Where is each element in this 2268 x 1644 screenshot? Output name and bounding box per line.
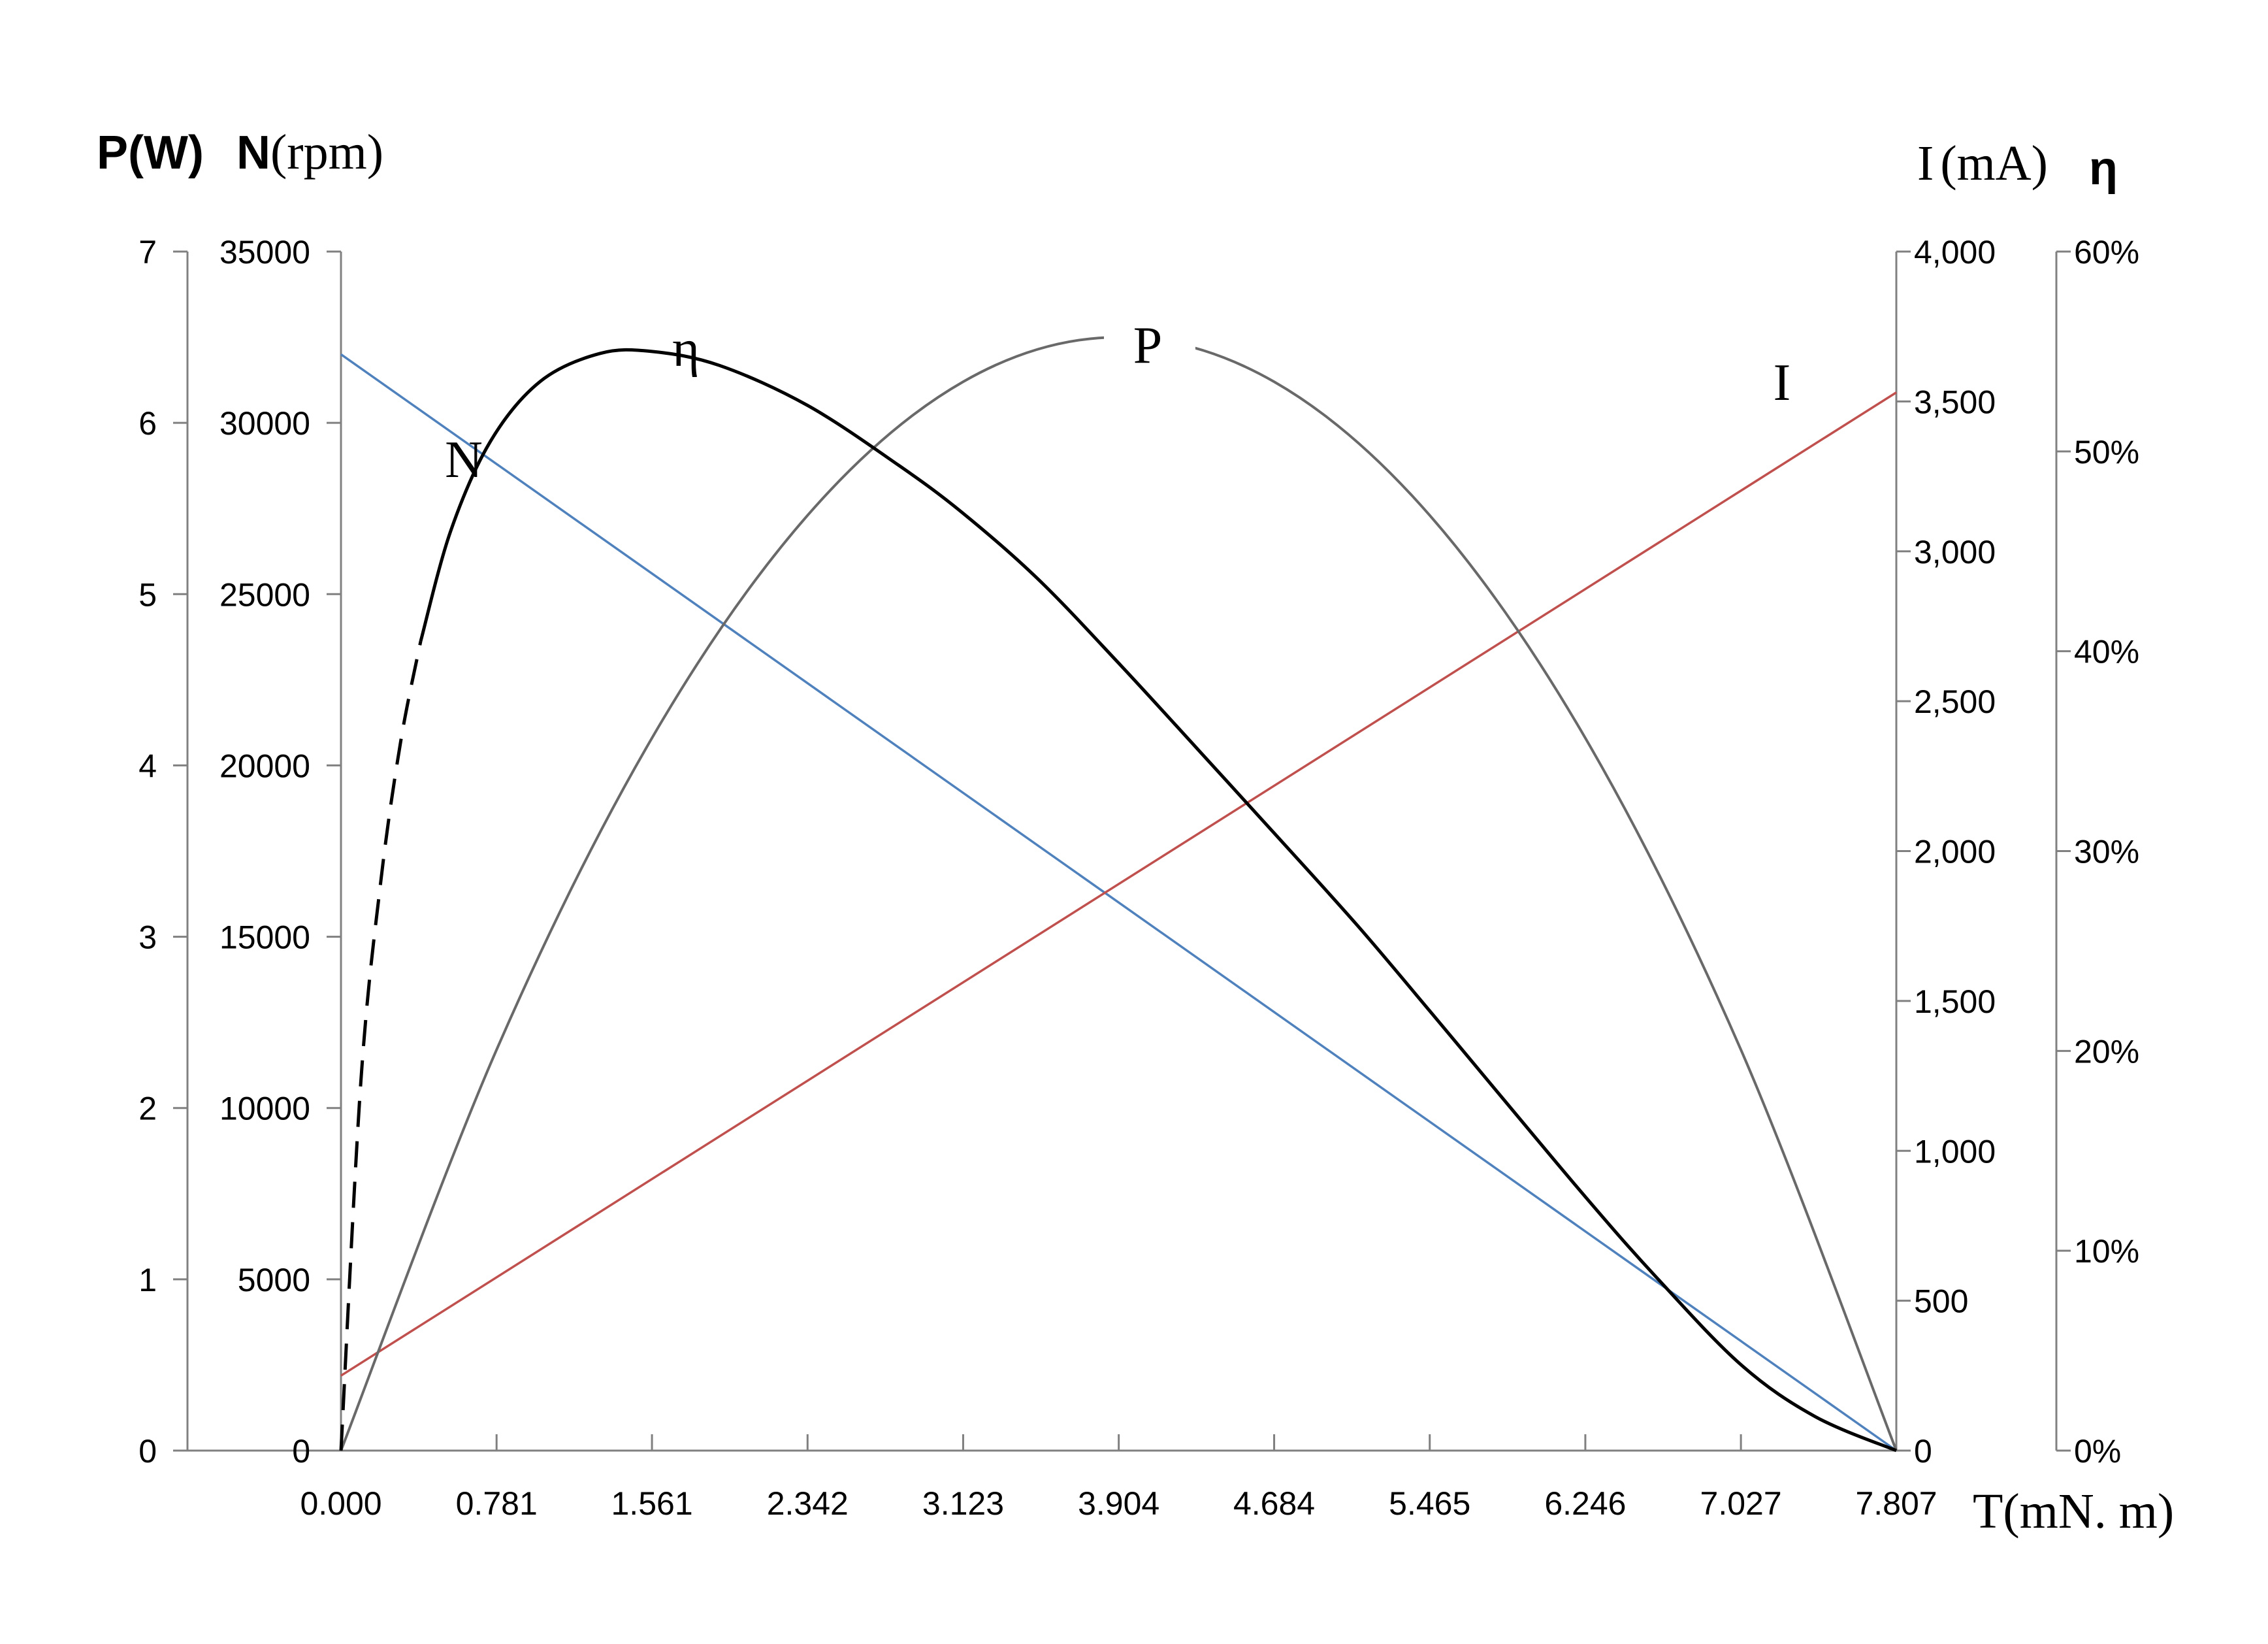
series-eta xyxy=(419,348,1897,1453)
p-axis-tick-label: 0 xyxy=(138,1433,157,1470)
n-axis-tick-label: 0 xyxy=(292,1433,310,1470)
n-axis-tick-label: 10000 xyxy=(219,1091,310,1127)
i-axis-tick-label: 2,500 xyxy=(1914,683,1996,720)
p-axis-tick-label: 1 xyxy=(138,1262,157,1298)
ticks-layer: 0123456705000100001500020000250003000035… xyxy=(138,234,2139,1522)
eta-axis-tick-label: 10% xyxy=(2074,1233,2139,1270)
curve-label-i: I xyxy=(1774,354,1791,412)
series-n xyxy=(340,353,1898,1452)
i-axis-tick-label: 3,000 xyxy=(1914,534,1996,570)
i-axis-tick-label: 1,000 xyxy=(1914,1133,1996,1170)
i-axis-tick-label: 500 xyxy=(1914,1283,1968,1320)
eta-axis-tick-label: 40% xyxy=(2074,634,2139,670)
n-axis-tick-label: 35000 xyxy=(219,234,310,271)
x-axis-tick-label: 5.465 xyxy=(1389,1485,1470,1522)
p-axis-title: P(W) xyxy=(97,127,204,179)
i-axis-tick-label: 2,000 xyxy=(1914,834,1996,870)
x-axis-tick-label: 3.123 xyxy=(922,1485,1004,1522)
eta-axis-tick-label: 50% xyxy=(2074,434,2139,470)
n-axis-title-unit: (rpm) xyxy=(270,125,383,180)
curve-label-eta: η xyxy=(672,320,700,378)
x-axis-tick-label: 0.781 xyxy=(456,1485,538,1522)
i-axis-title-unit: (mA) xyxy=(1940,136,2048,191)
labels-layer: Nη P I xyxy=(445,294,1790,489)
eta-axis-tick-label: 0% xyxy=(2074,1433,2121,1470)
p-axis-tick-label: 4 xyxy=(138,748,157,784)
x-axis-tick-label: 4.684 xyxy=(1233,1485,1315,1522)
i-axis-title: I (mA) xyxy=(1917,136,2048,191)
x-axis-tick-label: 7.027 xyxy=(1700,1485,1782,1522)
x-axis-tick-label: 0.000 xyxy=(300,1485,381,1522)
n-axis-tick-label: 25000 xyxy=(219,576,310,613)
eta-axis-tick-label: 60% xyxy=(2074,234,2139,271)
curve-label-p: P xyxy=(1133,317,1163,374)
eta-axis-tick-label: 30% xyxy=(2074,834,2139,870)
eta-axis-tick-label: 20% xyxy=(2074,1033,2139,1070)
p-axis-tick-label: 2 xyxy=(138,1091,157,1127)
i-axis-tick-label: 1,500 xyxy=(1914,983,1996,1020)
series-i xyxy=(340,391,1897,1377)
curve-label-n: N xyxy=(445,431,483,489)
n-axis-title-prefix: N xyxy=(236,127,270,179)
i-axis-tick-label: 3,500 xyxy=(1914,384,1996,420)
n-axis-tick-label: 30000 xyxy=(219,405,310,442)
x-axis-tick-label: 6.246 xyxy=(1544,1485,1626,1522)
i-axis-title-symbol: I xyxy=(1917,136,1934,191)
p-axis-tick-label: 5 xyxy=(138,576,157,613)
n-axis-tick-label: 5000 xyxy=(238,1262,310,1298)
x-axis-title: T(mN. m) xyxy=(1973,1484,2174,1539)
x-axis-tick-label: 2.342 xyxy=(767,1485,849,1522)
eta-axis-title: η xyxy=(2089,142,2118,195)
x-axis-tick-label: 3.904 xyxy=(1078,1485,1159,1522)
p-axis-tick-label: 6 xyxy=(138,405,157,442)
i-axis-tick-label: 0 xyxy=(1914,1433,1932,1470)
n-axis-tick-label: 20000 xyxy=(219,748,310,784)
n-axis-tick-label: 15000 xyxy=(219,919,310,956)
series-layer xyxy=(339,336,1898,1453)
n-axis-title: N(rpm) xyxy=(236,125,383,180)
p-label-gap xyxy=(1104,294,1195,353)
x-axis-tick-label: 1.561 xyxy=(611,1485,693,1522)
i-axis-tick-label: 4,000 xyxy=(1914,234,1996,271)
p-axis-tick-label: 3 xyxy=(138,919,157,956)
series-eta-dashed xyxy=(339,640,423,1451)
p-axis-tick-label: 7 xyxy=(138,234,157,271)
x-axis-tick-label: 7.807 xyxy=(1855,1485,1937,1522)
